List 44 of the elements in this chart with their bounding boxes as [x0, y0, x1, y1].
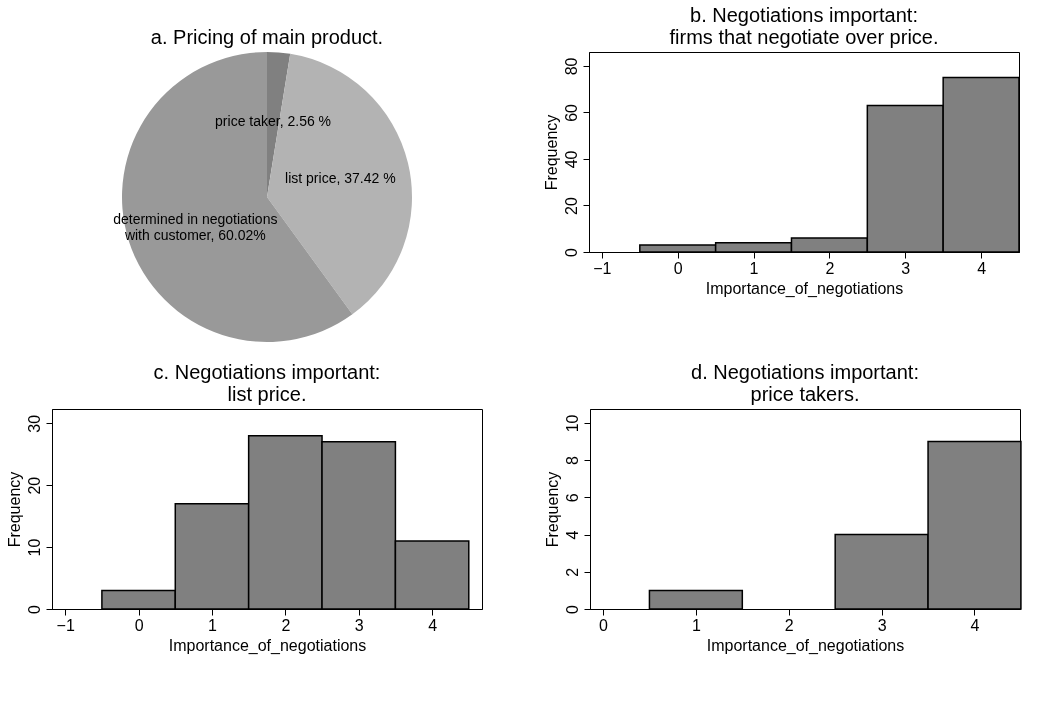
- x-tick-label: 3: [354, 616, 364, 634]
- y-axis-title: Frequency: [543, 471, 561, 548]
- x-tick-label: 0: [599, 616, 609, 634]
- y-tick-label: 4: [563, 530, 581, 540]
- x-tick-label: 1: [749, 259, 759, 277]
- y-axis-title: Frequency: [542, 114, 560, 191]
- y-tick-label: 10: [563, 414, 581, 433]
- x-axis-title: Importance_of_negotiations: [706, 636, 905, 655]
- chart-title: d. Negotiations important: price takers.: [691, 361, 919, 405]
- y-tick-label: 8: [563, 456, 581, 466]
- y-tick-label: 0: [562, 247, 580, 257]
- x-tick-label: 4: [428, 616, 438, 634]
- y-tick-label: 20: [562, 196, 580, 215]
- x-tick-label: 1: [208, 616, 218, 634]
- y-tick-label: 6: [563, 493, 581, 503]
- x-axis-title: Importance_of_negotiations: [705, 279, 904, 298]
- chart-title: b. Negotiations important: firms that negotiate over price.: [669, 4, 939, 48]
- y-tick-label: 0: [563, 604, 581, 614]
- x-tick-label: 0: [134, 616, 144, 634]
- x-tick-label: 2: [281, 616, 291, 634]
- x-tick-label: 3: [877, 616, 887, 634]
- x-tick-label: −1: [56, 616, 75, 634]
- x-axis-title: Importance_of_negotiations: [168, 636, 367, 655]
- y-tick-label: 10: [25, 538, 43, 557]
- x-tick-label: 1: [691, 616, 701, 634]
- y-tick-label: 0: [25, 604, 43, 614]
- y-tick-label: 20: [25, 476, 43, 495]
- y-tick-label: 60: [562, 103, 580, 122]
- chart-title: c. Negotiations important: list price.: [153, 361, 381, 405]
- y-axis-title: Frequency: [5, 471, 23, 548]
- y-tick-label: 2: [563, 567, 581, 577]
- slice-label: price taker, 2.56 %: [215, 112, 332, 129]
- chart-title: a. Pricing of main product.: [150, 26, 384, 48]
- x-tick-label: 2: [784, 616, 794, 634]
- x-tick-label: −1: [593, 259, 612, 277]
- slice-label: list price, 37.42 %: [285, 170, 396, 187]
- y-tick-label: 40: [562, 150, 580, 169]
- x-tick-label: 0: [673, 259, 683, 277]
- x-tick-label: 2: [825, 259, 835, 277]
- x-tick-label: 4: [977, 259, 987, 277]
- x-tick-label: 3: [901, 259, 911, 277]
- x-tick-label: 4: [970, 616, 980, 634]
- y-tick-label: 80: [562, 57, 580, 76]
- y-tick-label: 30: [25, 414, 43, 433]
